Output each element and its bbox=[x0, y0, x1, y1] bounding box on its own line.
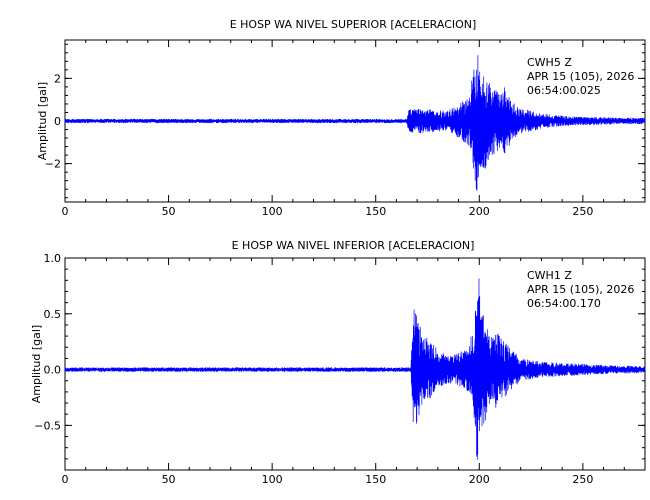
y-tick-label-inferior: 0.0 bbox=[44, 364, 62, 377]
chart-title-inferior: E HOSP WA NIVEL INFERIOR [ACELERACION] bbox=[232, 239, 475, 252]
x-tick-label-superior: 0 bbox=[62, 205, 69, 218]
y-tick-label-superior: −2 bbox=[45, 158, 61, 171]
panel-inferior: E HOSP WA NIVEL INFERIOR [ACELERACION] A… bbox=[30, 239, 646, 486]
station-label-inferior: CWH1 Z bbox=[527, 269, 572, 282]
x-tick-label-inferior: 200 bbox=[469, 473, 490, 486]
x-tick-label-inferior: 250 bbox=[572, 473, 593, 486]
x-tick-label-superior: 150 bbox=[365, 205, 386, 218]
chart-title-superior: E HOSP WA NIVEL SUPERIOR [ACELERACION] bbox=[230, 18, 477, 31]
y-axis-label-inferior: Amplitud [gal] bbox=[30, 325, 43, 403]
x-tick-label-inferior: 0 bbox=[62, 473, 69, 486]
y-tick-label-inferior: 0.5 bbox=[44, 308, 62, 321]
panel-superior: E HOSP WA NIVEL SUPERIOR [ACELERACION] A… bbox=[36, 18, 646, 218]
y-tick-label-inferior: 1.0 bbox=[44, 252, 62, 265]
trace-superior bbox=[64, 55, 646, 192]
x-ticks-inferior: 0 50 100 150 200 250 bbox=[62, 258, 646, 486]
y-tick-label-inferior: −0.5 bbox=[34, 419, 61, 432]
x-tick-label-superior: 100 bbox=[262, 205, 283, 218]
x-tick-label-superior: 250 bbox=[572, 205, 593, 218]
x-ticks-superior: 0 50 100 150 200 250 bbox=[62, 40, 646, 218]
x-tick-label-inferior: 150 bbox=[365, 473, 386, 486]
x-tick-label-superior: 200 bbox=[469, 205, 490, 218]
trace-inferior bbox=[64, 278, 646, 460]
station-label-superior: CWH5 Z bbox=[527, 56, 572, 69]
x-tick-label-inferior: 50 bbox=[162, 473, 176, 486]
y-axis-label-superior: Amplitud [gal] bbox=[36, 82, 49, 160]
x-tick-label-inferior: 100 bbox=[262, 473, 283, 486]
time-label-inferior: 06:54:00.170 bbox=[527, 297, 601, 310]
y-ticks-inferior: −0.5 0.0 0.5 1.0 bbox=[34, 252, 645, 471]
y-tick-label-superior: 2 bbox=[54, 72, 61, 85]
time-label-superior: 06:54:00.025 bbox=[527, 84, 601, 97]
date-label-inferior: APR 15 (105), 2026 bbox=[527, 283, 634, 296]
date-label-superior: APR 15 (105), 2026 bbox=[527, 70, 634, 83]
y-tick-label-superior: 0 bbox=[54, 115, 61, 128]
x-tick-label-superior: 50 bbox=[162, 205, 176, 218]
